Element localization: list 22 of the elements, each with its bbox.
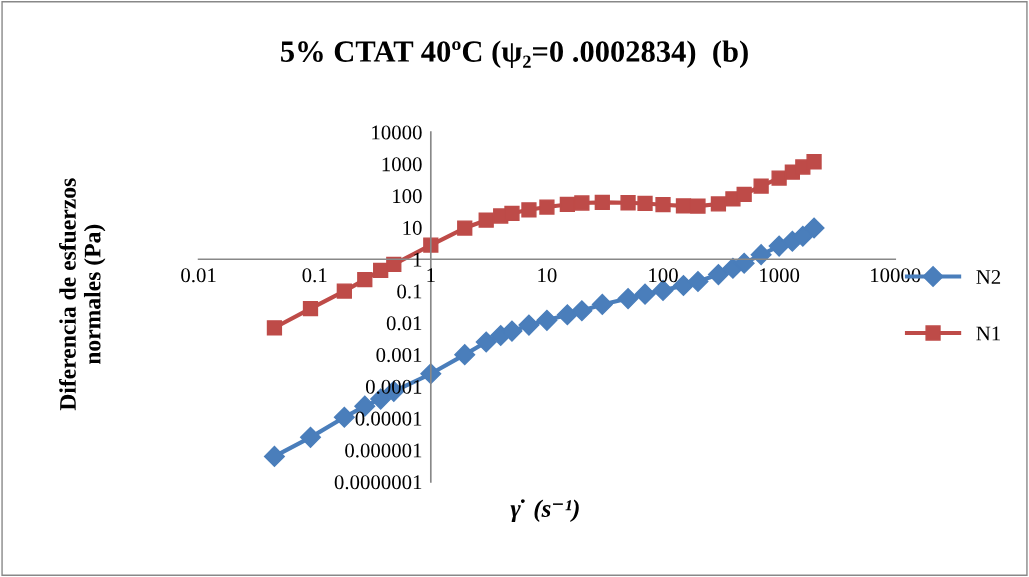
y-tick-label: 10000 [372, 125, 422, 140]
y-tick-label: 0.00001 [355, 411, 422, 426]
y-tick-label: 10 [403, 220, 422, 235]
legend-label: N1 [976, 326, 1000, 341]
chart-title: 5% CTAT 40ºC (ψ₂=0 .0002834) (b) [281, 40, 748, 69]
y-tick-label: 0.0000001 [334, 475, 422, 490]
y-tick-label: 0.001 [376, 348, 422, 363]
x-tick-label: 100 [649, 268, 678, 283]
y-axis-title: Diferencia de esfuerzos normales (Pa) [59, 178, 106, 411]
x-tick-label: 1 [427, 268, 435, 283]
x-axis-title: γ̇ (s⁻¹) [510, 499, 579, 523]
y-tick-label: 0.000001 [345, 443, 422, 458]
x-tick-label: 0.01 [181, 268, 216, 283]
x-tick-label: 10 [538, 268, 557, 283]
y-tick-label: 0.1 [397, 284, 422, 299]
y-tick-label: 100 [393, 189, 422, 204]
y-tick-label: 1 [413, 252, 422, 267]
legend-label: N2 [976, 269, 1001, 284]
y-tick-label: 1000 [382, 157, 422, 172]
y-tick-label: 0.01 [386, 316, 422, 331]
x-tick-label: 1000 [760, 268, 800, 283]
x-tick-label: 0.1 [302, 268, 327, 283]
